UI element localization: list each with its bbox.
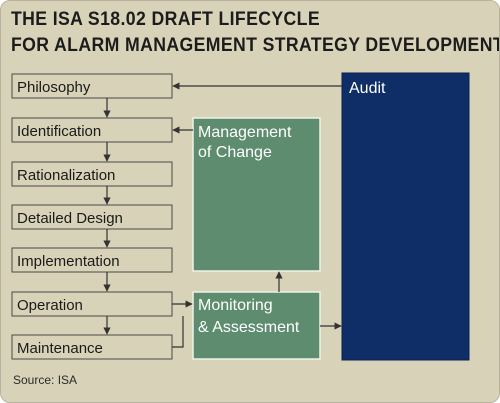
stage-identification-label: Identification [17, 123, 101, 140]
stage-operation: Operation [11, 291, 173, 317]
audit-box: Audit [341, 72, 470, 361]
stage-implementation: Implementation [11, 247, 173, 273]
moc-label-line-2: of Change [198, 144, 272, 161]
stage-operation-label: Operation [17, 297, 83, 314]
stage-identification: Identification [11, 117, 173, 143]
stage-rationalization: Rationalization [11, 161, 173, 187]
monitoring-label-line-2: & Assessment [198, 319, 300, 336]
management-of-change-box: Management of Change [192, 117, 321, 272]
stage-detailed-design: Detailed Design [11, 204, 173, 230]
arrow-maintenance-feedback [172, 316, 184, 348]
stage-philosophy: Philosophy [11, 73, 173, 99]
title-line-1: THE ISA S18.02 DRAFT LIFECYCLE [11, 9, 320, 30]
stage-philosophy-label: Philosophy [17, 79, 91, 96]
monitoring-label-line-1: Monitoring [198, 297, 273, 314]
title-line-2: FOR ALARM MANAGEMENT STRATEGY DEVELOPMEN… [11, 35, 500, 56]
stage-implementation-label: Implementation [17, 253, 120, 270]
stage-maintenance-label: Maintenance [17, 340, 103, 357]
stage-rationalization-label: Rationalization [17, 167, 115, 184]
monitoring-assessment-box: Monitoring & Assessment [192, 291, 321, 360]
moc-label-line-1: Management [198, 124, 292, 141]
source-credit: Source: ISA [13, 373, 78, 387]
stage-maintenance: Maintenance [11, 334, 173, 360]
stage-detailed-design-label: Detailed Design [17, 210, 123, 227]
diagram-title: THE ISA S18.02 DRAFT LIFECYCLE FOR ALARM… [11, 7, 500, 59]
audit-label: Audit [349, 80, 386, 97]
